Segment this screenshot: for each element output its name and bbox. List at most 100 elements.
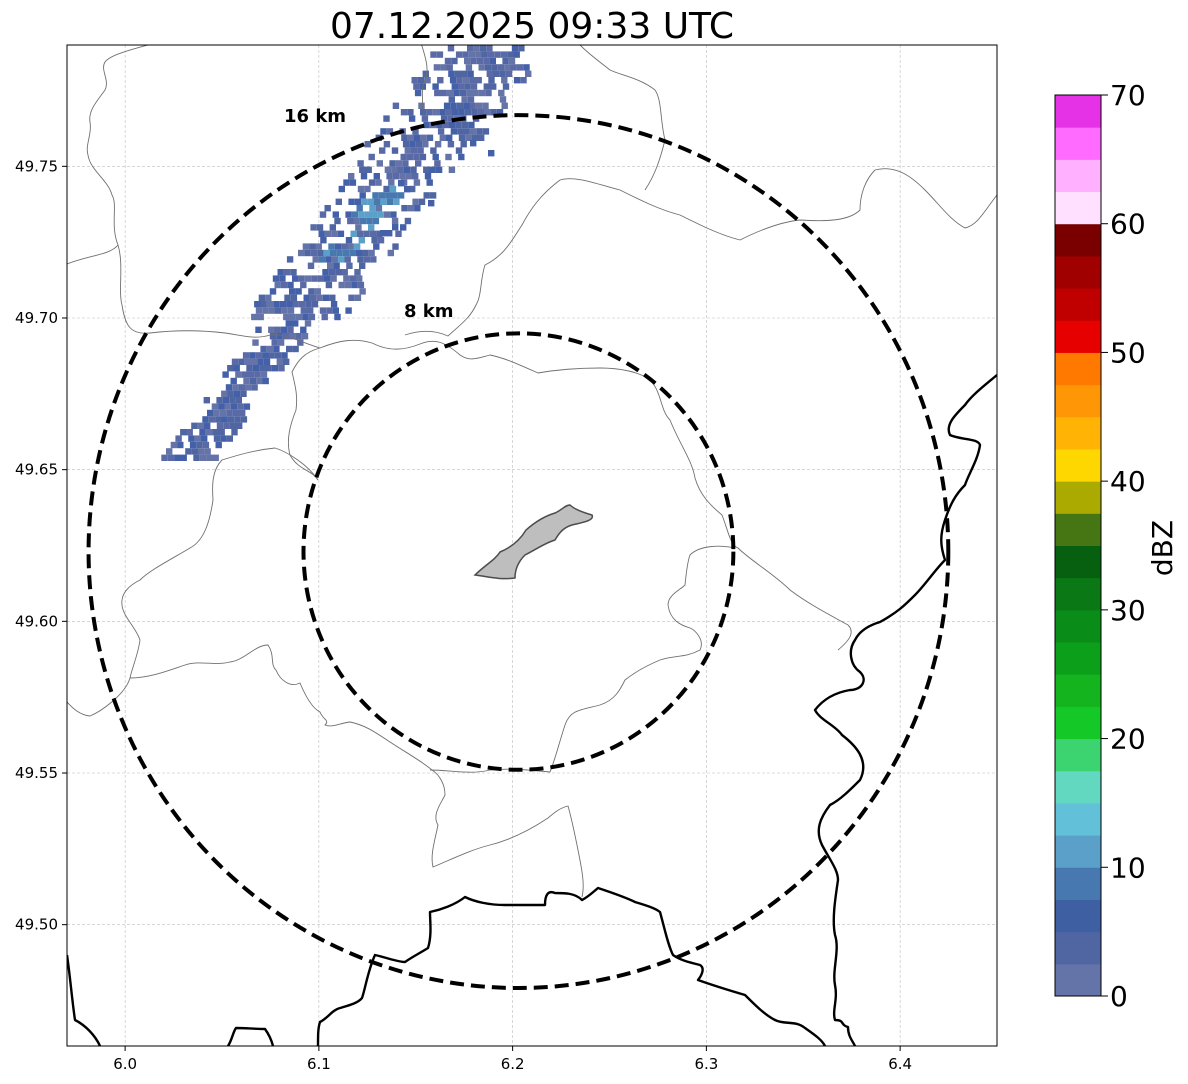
echo-cell (415, 141, 423, 148)
echo-cell (440, 64, 447, 71)
echo-cell (455, 121, 462, 129)
echo-cell (353, 217, 360, 225)
echo-cell (260, 371, 268, 378)
echo-cell (266, 345, 274, 353)
y-tick-label: 49.75 (15, 157, 58, 175)
echo-cell (302, 243, 310, 250)
colorbar-band (1055, 577, 1101, 611)
echo-cell (402, 160, 409, 167)
echo-cell (399, 173, 406, 180)
echo-cell (332, 211, 339, 218)
ring-label-8km: 8 km (404, 301, 454, 322)
echo-cell (356, 275, 363, 282)
echo-cell (355, 224, 362, 231)
echo-cell (426, 109, 433, 116)
echo-cell (284, 294, 291, 301)
echo-cell (468, 51, 476, 58)
echo-cell (456, 102, 464, 109)
echo-cell (170, 441, 178, 449)
echo-cell (252, 339, 259, 346)
echo-cell (244, 358, 251, 365)
echo-cell (413, 153, 420, 161)
echo-cell (290, 269, 297, 276)
echo-cell (447, 115, 454, 122)
echo-cell (497, 64, 505, 71)
echo-cell (432, 109, 440, 116)
map-title: 07.12.2025 09:33 UTC (330, 6, 734, 47)
echo-cell (259, 365, 266, 372)
echo-cell (243, 377, 250, 385)
echo-cell (413, 179, 421, 186)
echo-cell (177, 441, 184, 449)
echo-cell (335, 198, 342, 205)
colorbar-label: dBZ (1146, 520, 1179, 576)
echo-cell (207, 409, 214, 417)
echo-cell (476, 128, 483, 135)
echo-cell (286, 345, 293, 353)
x-tick-label: 6.4 (888, 1055, 912, 1073)
echo-cell (368, 153, 375, 161)
echo-cell (260, 301, 267, 308)
echo-cell (494, 51, 501, 58)
echo-cell (391, 147, 399, 154)
echo-cell (334, 243, 342, 250)
echo-cell (513, 77, 521, 84)
longitude-axis: 6.0 6.1 6.2 6.3 6.4 (113, 1046, 912, 1073)
colorbar-tick-label: 30 (1110, 594, 1146, 627)
colorbar-band (1055, 288, 1101, 321)
echo-cell (463, 128, 470, 135)
echo-cell (218, 403, 225, 410)
echo-cell (249, 352, 256, 359)
echo-cell (226, 435, 233, 442)
echo-cell (243, 403, 251, 410)
echo-cell (407, 134, 414, 141)
echo-cell (262, 377, 269, 385)
echo-cell (401, 134, 408, 141)
echo-cell (325, 256, 332, 263)
echo-cell (348, 198, 355, 205)
colorbar-band (1055, 127, 1101, 160)
echo-cell (364, 141, 371, 148)
echo-cell (240, 416, 248, 423)
echo-cell (368, 224, 375, 231)
echo-cell (458, 134, 466, 141)
echo-cell (422, 141, 429, 148)
echo-cell (189, 441, 197, 449)
colorbar-tick-label: 60 (1110, 208, 1146, 241)
echo-cell (332, 307, 339, 314)
echo-cell (357, 281, 365, 289)
echo-cell (383, 211, 391, 218)
echo-cell (370, 256, 377, 263)
echo-cell (359, 192, 366, 199)
echo-cell (239, 409, 246, 417)
echo-cell (199, 429, 206, 436)
echo-cell (308, 313, 316, 321)
echo-cell (429, 192, 437, 199)
echo-cell (471, 134, 478, 141)
echo-cell (453, 89, 460, 97)
echo-cell (188, 435, 195, 442)
echo-cell (269, 288, 277, 295)
echo-cell (436, 51, 444, 58)
echo-cell (232, 409, 239, 417)
echo-cell (254, 371, 261, 378)
echo-cell (233, 365, 240, 372)
echo-cell (258, 294, 266, 301)
echo-cell (363, 230, 370, 237)
map-frame (66, 44, 998, 1047)
echo-cell (496, 109, 504, 116)
colorbar-tick-label: 40 (1110, 465, 1146, 498)
echo-cell (298, 301, 306, 308)
ring-label-16km: 16 km (284, 106, 346, 127)
echo-cell (383, 185, 390, 193)
echo-cell (191, 422, 198, 429)
echo-cell (422, 70, 429, 77)
colorbar-bands (1055, 95, 1101, 997)
echo-cell (329, 224, 336, 231)
echo-cell (371, 237, 378, 244)
echo-cell (467, 70, 474, 77)
echo-cell (257, 313, 264, 321)
echo-cell (344, 281, 352, 289)
range-ring (86, 113, 951, 991)
echo-cell (468, 121, 475, 129)
